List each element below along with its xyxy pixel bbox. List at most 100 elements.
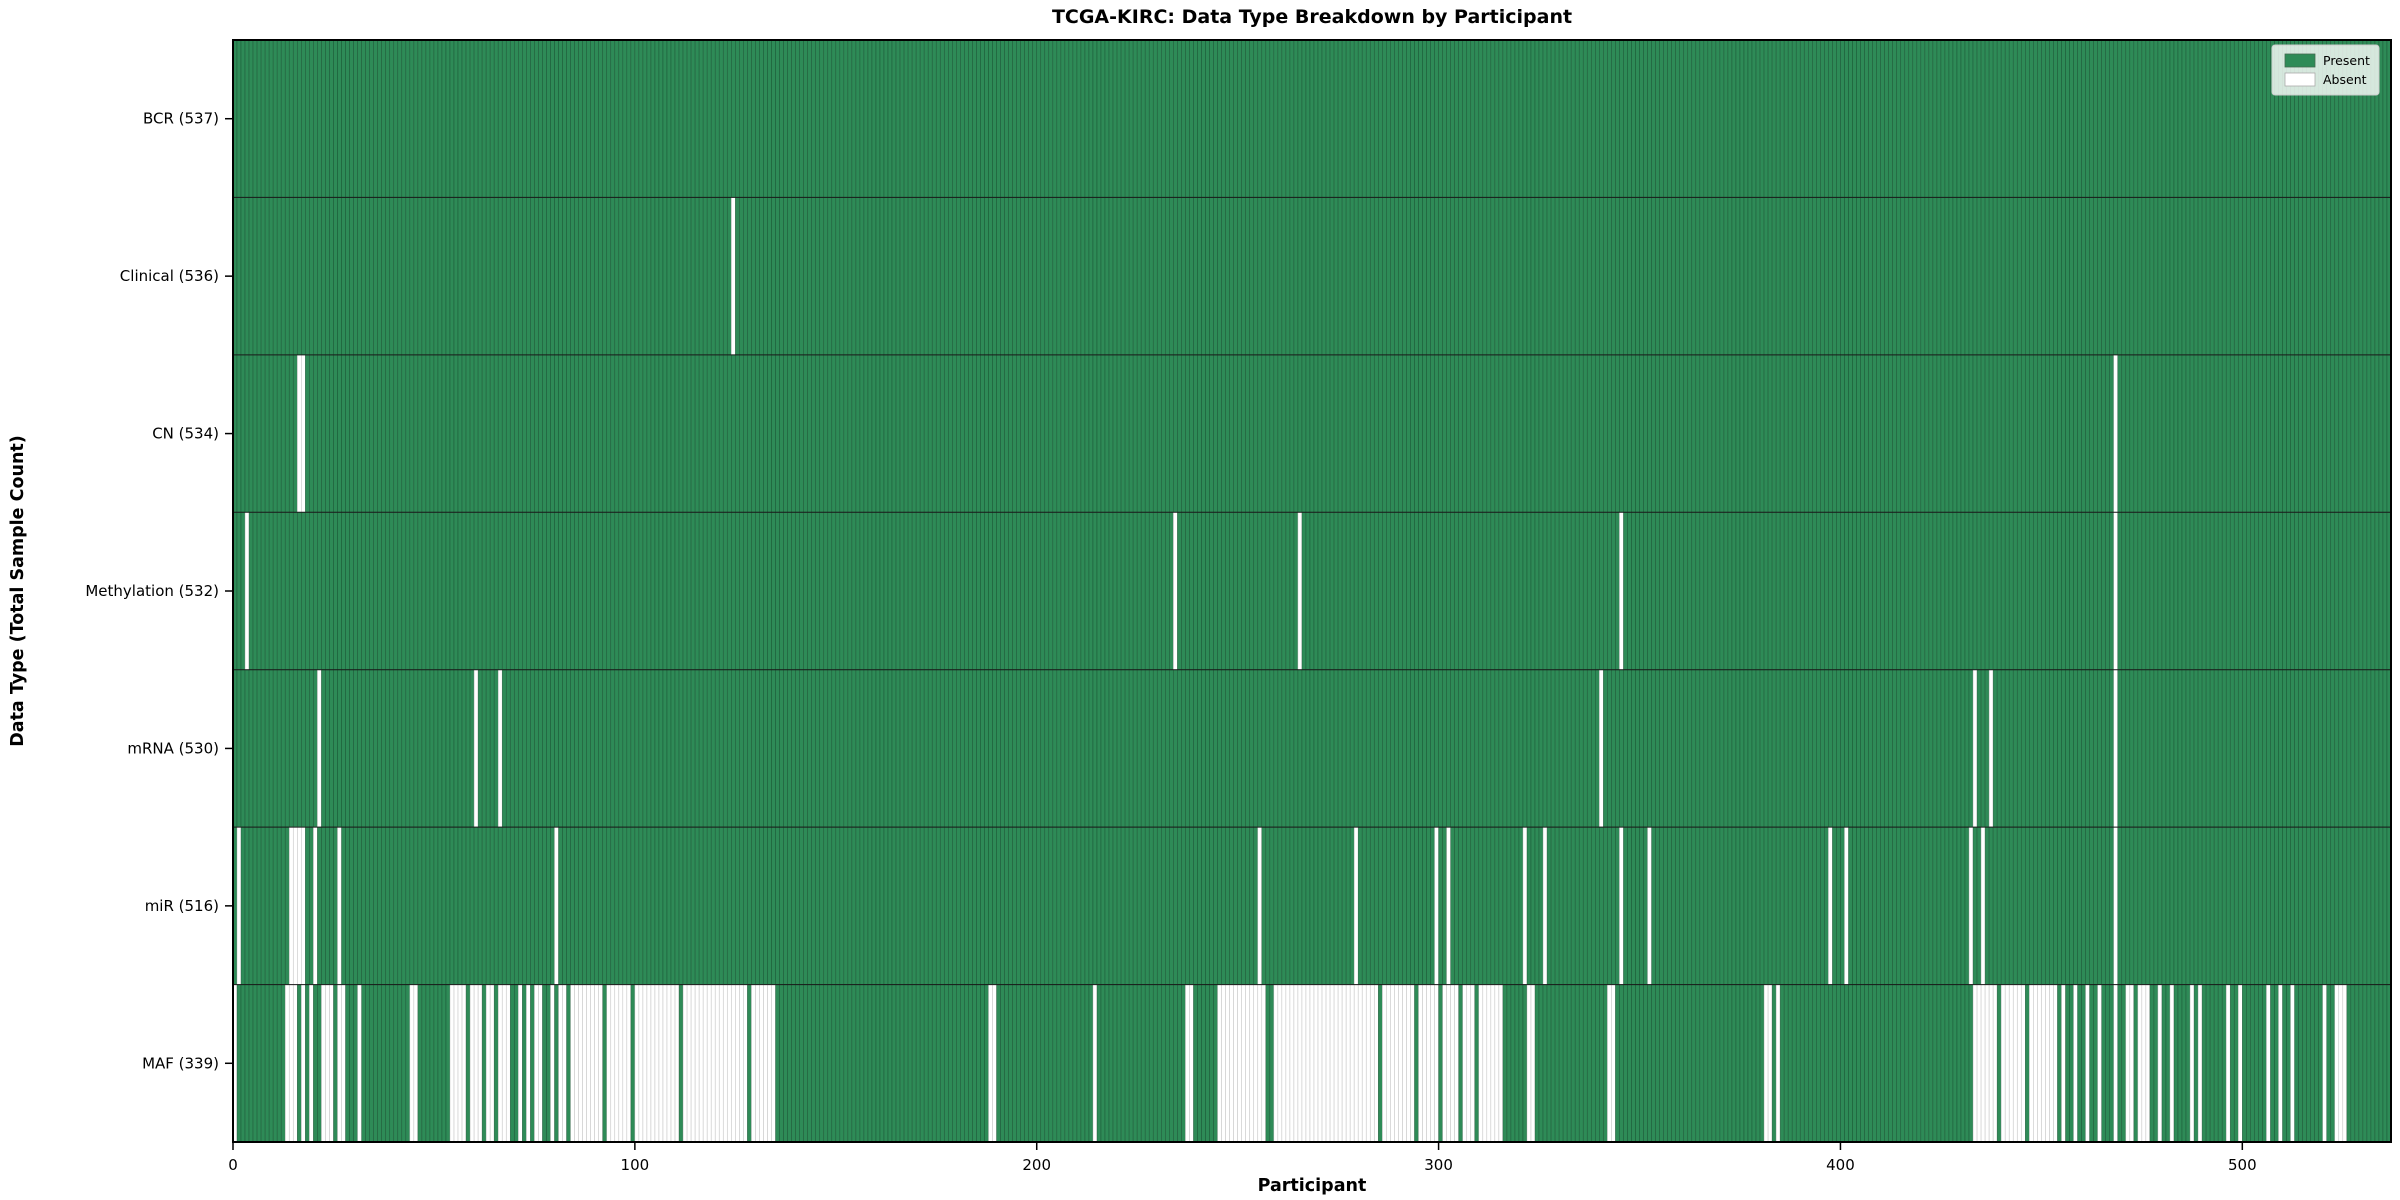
bar-present — [1711, 39, 1717, 198]
bar-present — [1928, 669, 1934, 828]
bar-absent — [301, 826, 306, 985]
bar-absent — [477, 984, 483, 1143]
bar-absent — [2113, 354, 2119, 513]
bar-present — [2237, 511, 2243, 671]
bar-present — [421, 984, 427, 1143]
bar-present — [1221, 826, 1226, 985]
bar-present — [429, 511, 435, 671]
bar-present — [1060, 984, 1066, 1143]
bar-present — [409, 354, 415, 513]
bar-present — [276, 197, 282, 356]
bar-present — [385, 984, 391, 1143]
bar-present — [1888, 511, 1893, 671]
bar-present — [429, 197, 435, 356]
bar-present — [799, 354, 804, 513]
bar-present — [542, 354, 547, 513]
bar-present — [1040, 826, 1046, 985]
bar-present — [1478, 39, 1484, 198]
bar-present — [690, 197, 696, 356]
bar-present — [1972, 511, 1978, 671]
bar-present — [670, 511, 676, 671]
bar-present — [807, 826, 812, 985]
row-bars-BCR — [232, 39, 2392, 198]
bar-present — [2354, 984, 2360, 1143]
bar-present — [1920, 984, 1926, 1143]
bar-present — [369, 826, 374, 985]
bar-present — [1607, 197, 1612, 356]
bar-present — [1872, 826, 1877, 985]
bar-present — [811, 39, 816, 198]
plot-border — [232, 39, 2392, 1143]
bar-present — [1727, 984, 1733, 1143]
bar-present — [831, 984, 837, 1143]
bar-present — [2053, 39, 2058, 198]
bar-present — [2065, 39, 2070, 198]
bar-present — [1888, 669, 1893, 828]
bar-present — [1213, 826, 1218, 985]
bar-absent — [453, 984, 459, 1143]
bar-present — [1647, 984, 1652, 1143]
bar-present — [1574, 39, 1580, 198]
bar-present — [1538, 984, 1544, 1143]
bar-present — [1116, 826, 1122, 985]
bar-absent — [988, 984, 993, 1143]
bar-present — [956, 354, 961, 513]
bar-present — [1301, 669, 1307, 828]
bar-present — [1438, 669, 1443, 828]
bar-present — [2181, 669, 2187, 828]
bar-present — [2213, 826, 2219, 985]
bar-present — [1008, 984, 1013, 1143]
bar-present — [1731, 39, 1737, 198]
bar-present — [2330, 354, 2336, 513]
bar-present — [337, 39, 342, 198]
bar-present — [2318, 511, 2323, 671]
bar-present — [1590, 669, 1596, 828]
bar-present — [1068, 511, 1074, 671]
bar-present — [956, 826, 961, 985]
bar-present — [1996, 197, 2002, 356]
bar-present — [763, 354, 768, 513]
bar-present — [698, 826, 704, 985]
bar-present — [1799, 39, 1805, 198]
bar-present — [1233, 826, 1238, 985]
bar-present — [2342, 826, 2348, 985]
bar-present — [369, 511, 374, 671]
bar-present — [493, 354, 499, 513]
bar-present — [1687, 511, 1693, 671]
bar-present — [739, 197, 744, 356]
bar-present — [582, 826, 587, 985]
bar-present — [1209, 354, 1214, 513]
bar-present — [2145, 354, 2151, 513]
bar-present — [1574, 354, 1580, 513]
bar-present — [325, 39, 330, 198]
bar-present — [1177, 669, 1182, 828]
bar-present — [1349, 39, 1355, 198]
bar-present — [2246, 984, 2251, 1143]
bar-present — [1988, 197, 1994, 356]
bar-present — [305, 826, 310, 985]
bar-present — [1687, 39, 1693, 198]
bar-present — [1663, 669, 1668, 828]
bar-absent — [2016, 984, 2022, 1143]
bar-present — [1140, 669, 1146, 828]
bar-present — [2109, 511, 2115, 671]
bar-present — [1578, 826, 1584, 985]
bar-present — [2330, 669, 2336, 828]
bar-absent — [1522, 826, 1528, 985]
bar-present — [2012, 669, 2018, 828]
bar-present — [248, 669, 254, 828]
bar-absent — [1321, 984, 1327, 1143]
bar-absent — [1301, 984, 1307, 1143]
bar-present — [1574, 197, 1580, 356]
bar-present — [1012, 826, 1017, 985]
bar-present — [2286, 984, 2291, 1143]
bar-present — [325, 197, 330, 356]
bar-present — [554, 669, 559, 828]
bar-present — [847, 39, 853, 198]
bar-present — [907, 511, 913, 671]
bar-present — [1466, 826, 1472, 985]
bar-present — [1373, 197, 1379, 356]
bar-present — [305, 669, 310, 828]
bar-present — [550, 826, 555, 985]
bar-present — [2374, 197, 2380, 356]
